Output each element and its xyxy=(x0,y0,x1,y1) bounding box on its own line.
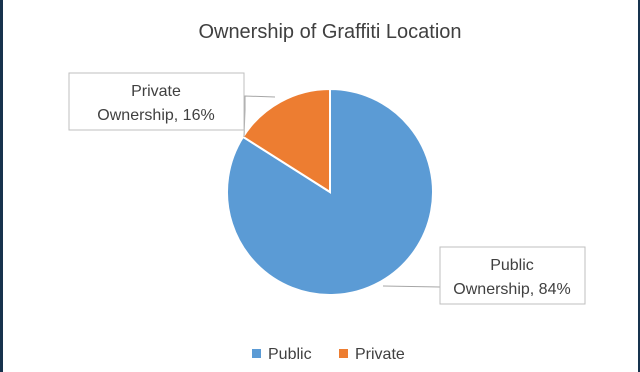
data-label-public-line2: Ownership, 84% xyxy=(453,281,570,298)
pie-slice-public xyxy=(226,87,434,296)
data-label-public: Public Ownership, 84% xyxy=(439,246,586,305)
data-label-public-line1: Public xyxy=(490,257,534,274)
data-label-public-box xyxy=(439,246,586,305)
data-label-private: Private Ownership, 16% xyxy=(68,72,245,131)
data-label-private-line1: Private xyxy=(131,83,181,100)
legend-label-private: Private xyxy=(355,346,405,363)
data-label-private-box xyxy=(68,72,245,131)
window-border-right xyxy=(638,0,640,372)
data-label-private-line2: Ownership, 16% xyxy=(97,107,214,124)
public-leader-line xyxy=(382,285,441,288)
chart-title: Ownership of Graffiti Location xyxy=(198,21,461,43)
legend-swatch-private xyxy=(339,349,348,358)
legend: Public Private xyxy=(252,346,405,363)
window-border-left xyxy=(0,0,3,372)
pie-slice-private xyxy=(241,87,331,194)
legend-label-public: Public xyxy=(268,346,312,363)
legend-swatch-public xyxy=(252,349,261,358)
pie-slices xyxy=(226,87,434,296)
